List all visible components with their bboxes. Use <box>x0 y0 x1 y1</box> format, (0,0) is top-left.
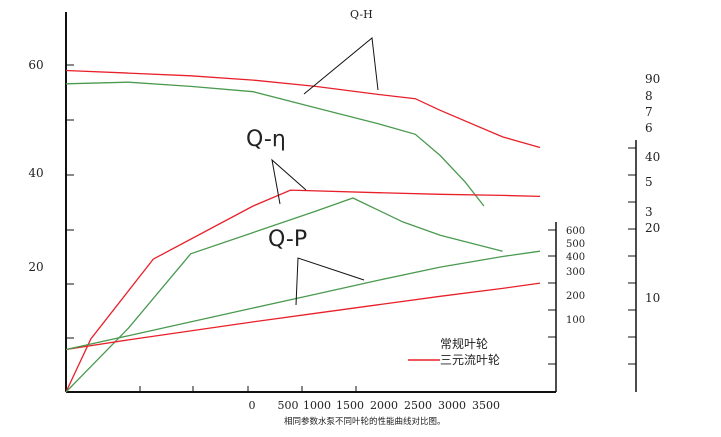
x-tick-label: 1500 <box>336 399 364 412</box>
h-tick-label: 90 <box>645 72 660 86</box>
eff-tick-label: 20 <box>645 221 660 235</box>
power-tick-label: 200 <box>566 291 585 302</box>
series-line-5 <box>65 250 541 351</box>
series-layer <box>65 69 541 393</box>
label-leaders <box>271 37 379 306</box>
x-tick-label: 500 <box>278 399 299 412</box>
left-tick-label: 20 <box>28 260 43 274</box>
x-tick-label: 3500 <box>472 399 500 412</box>
tick-marks <box>66 64 636 392</box>
eff-tick-label: 40 <box>645 150 660 164</box>
power-tick-label: 600 <box>566 226 585 237</box>
eff-tick-label: 3 <box>645 205 653 219</box>
eff-tick-label: 10 <box>645 291 660 305</box>
x-tick-label: 0 <box>249 399 256 412</box>
series-line-0 <box>65 69 541 149</box>
tick-labels: 0 500 1000 1500 2000 2500 3000 3500604020908764… <box>28 58 660 412</box>
series-line-3 <box>65 197 503 393</box>
eff-tick-label: 5 <box>645 175 653 189</box>
legend-conventional: 常规叶轮 <box>440 336 488 351</box>
qp-label: Q-P <box>268 227 307 252</box>
left-tick-label: 60 <box>28 58 43 72</box>
power-tick-label: 500 <box>566 239 585 250</box>
x-tick-label: 1000 <box>303 399 331 412</box>
qh-label: Q-H <box>350 8 373 21</box>
qp-leader <box>295 257 365 306</box>
power-tick-label: 400 <box>566 252 585 263</box>
qeta-leader <box>271 158 307 205</box>
series-line-4 <box>65 282 541 351</box>
left-tick-label: 40 <box>28 166 43 180</box>
series-line-2 <box>65 189 541 393</box>
qh-leader <box>303 37 379 95</box>
h-tick-label: 6 <box>645 121 653 135</box>
x-tick-label: 2500 <box>404 399 432 412</box>
power-tick-label: 100 <box>566 315 585 326</box>
chart-caption: 相同参数水泵不同叶轮的性能曲线对比图。 <box>284 416 446 427</box>
h-tick-label: 8 <box>645 89 653 103</box>
h-tick-label: 7 <box>645 105 653 119</box>
legend-three-d: 三元流叶轮 <box>440 353 500 367</box>
axes-group <box>65 12 637 393</box>
x-tick-label: 2000 <box>370 399 398 412</box>
series-line-1 <box>65 81 485 207</box>
power-tick-label: 300 <box>566 267 585 278</box>
x-tick-label: 3000 <box>438 399 466 412</box>
qeta-label: Q-η <box>246 127 286 152</box>
legend: 常规叶轮 三元流叶轮 <box>408 336 500 367</box>
